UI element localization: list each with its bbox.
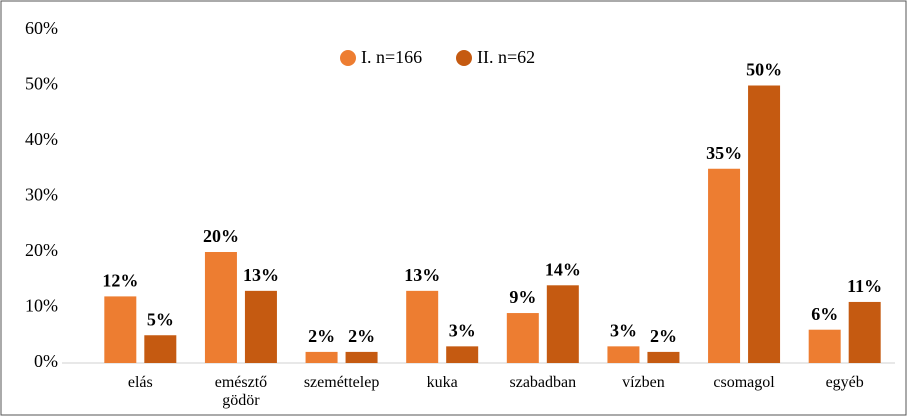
data-label: 13% bbox=[404, 265, 440, 285]
bar bbox=[546, 285, 579, 363]
data-label: 20% bbox=[203, 226, 239, 246]
data-label: 11% bbox=[847, 276, 882, 296]
bar bbox=[506, 313, 539, 363]
x-tick-label: szeméttelep bbox=[303, 374, 380, 392]
bar bbox=[647, 351, 680, 363]
data-label: 14% bbox=[545, 259, 581, 279]
data-label: 3% bbox=[610, 320, 637, 340]
y-tick-label: 0% bbox=[34, 351, 58, 371]
y-tick-label: 20% bbox=[25, 240, 58, 260]
x-tick-label: elás bbox=[105, 374, 175, 392]
data-label: 6% bbox=[811, 304, 838, 324]
data-label: 2% bbox=[308, 326, 335, 346]
bar bbox=[607, 346, 640, 363]
bar bbox=[345, 351, 378, 363]
data-label: 9% bbox=[509, 287, 536, 307]
x-tick-text: kuka bbox=[426, 374, 458, 391]
data-label: 3% bbox=[449, 320, 476, 340]
data-label: 12% bbox=[102, 271, 138, 291]
data-label: 50% bbox=[746, 60, 782, 80]
data-label: 2% bbox=[348, 326, 375, 346]
bar bbox=[446, 346, 479, 363]
x-tick-label: csomagol bbox=[709, 374, 779, 392]
data-label: 35% bbox=[706, 143, 742, 163]
bar bbox=[406, 290, 439, 363]
bar bbox=[144, 335, 177, 363]
legend-swatch bbox=[340, 50, 356, 66]
y-tick-label: 30% bbox=[25, 185, 58, 205]
x-tick-label: szabadban bbox=[508, 374, 578, 392]
bar bbox=[708, 168, 741, 363]
x-tick-text: egyéb bbox=[825, 374, 864, 391]
legend-label: II. n=62 bbox=[477, 47, 535, 67]
x-tick-text: szeméttelep bbox=[303, 374, 380, 391]
x-tick-text: elás bbox=[127, 374, 153, 391]
x-tick-label: egyéb bbox=[810, 374, 880, 392]
y-tick-label: 50% bbox=[25, 74, 58, 94]
bar bbox=[848, 301, 881, 363]
x-tick-label: kuka bbox=[407, 374, 477, 392]
x-tick-text: szabadban bbox=[509, 374, 577, 391]
bar bbox=[808, 329, 841, 363]
bar bbox=[104, 296, 137, 363]
data-label: 13% bbox=[243, 265, 279, 285]
x-tick-label: emésztő gödör bbox=[206, 374, 276, 410]
bar bbox=[305, 351, 338, 363]
x-tick-text: emésztő gödör bbox=[214, 374, 268, 409]
x-tick-text: csomagol bbox=[713, 374, 775, 391]
y-tick-label: 40% bbox=[25, 129, 58, 149]
legend-label: I. n=166 bbox=[361, 47, 422, 67]
data-label: 5% bbox=[147, 309, 174, 329]
legend-swatch bbox=[456, 50, 472, 66]
y-tick-label: 10% bbox=[25, 296, 58, 316]
x-tick-text: vízben bbox=[622, 374, 665, 391]
x-tick-label: vízben bbox=[608, 374, 678, 392]
bar bbox=[204, 252, 237, 363]
data-label: 2% bbox=[650, 326, 677, 346]
bar bbox=[748, 85, 781, 363]
y-tick-label: 60% bbox=[25, 18, 58, 38]
bar bbox=[244, 290, 277, 363]
